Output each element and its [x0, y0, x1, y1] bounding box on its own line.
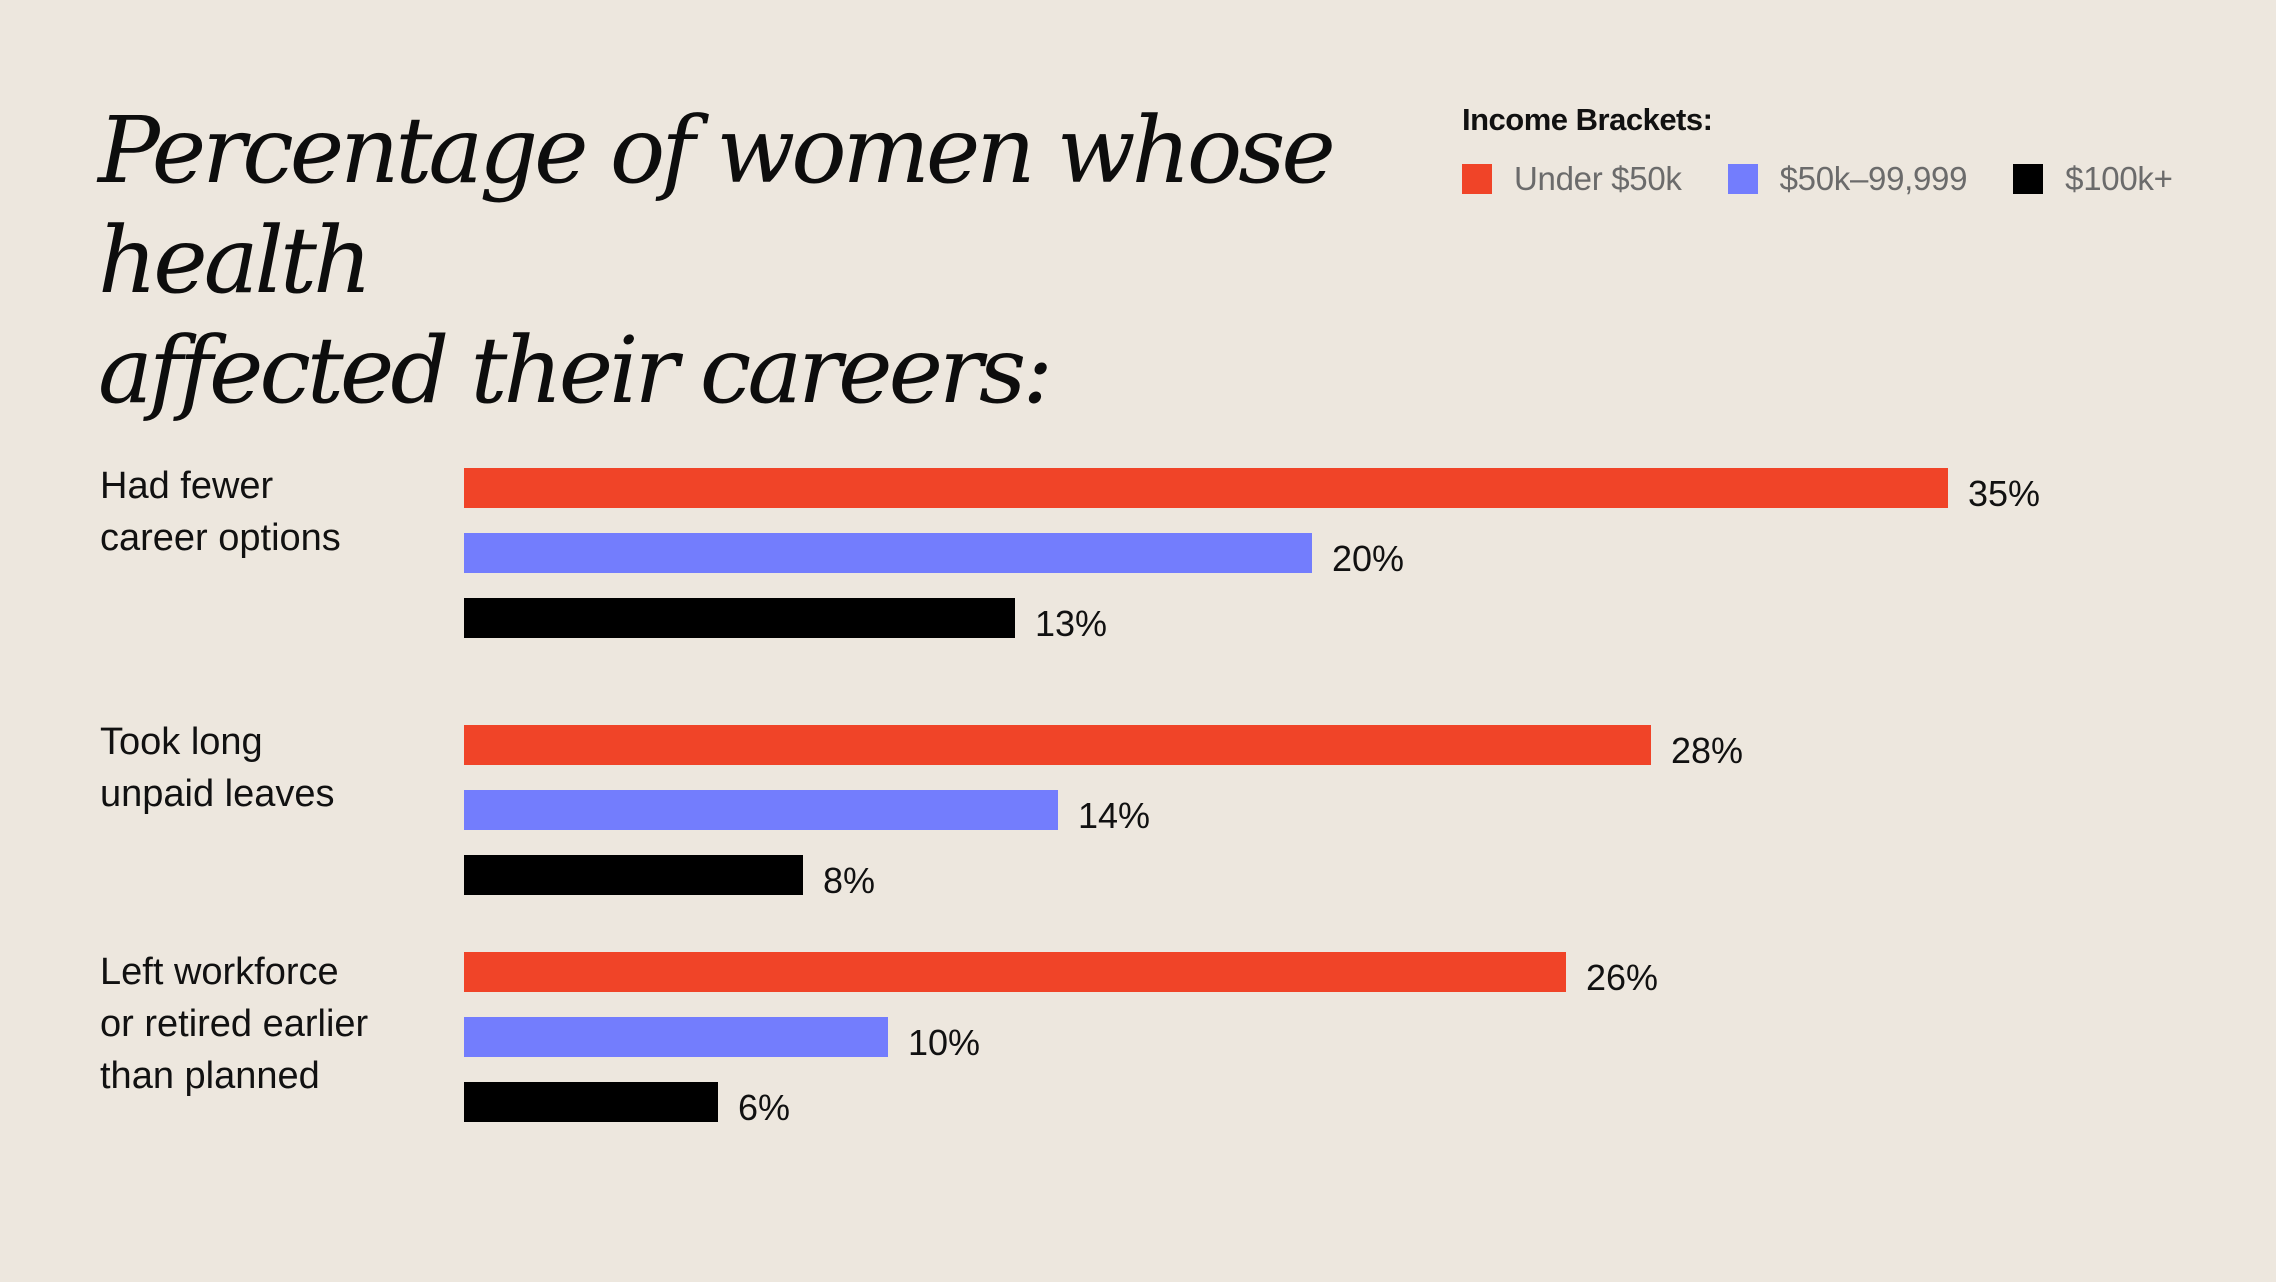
category-label-line: career options	[100, 517, 341, 559]
legend-swatch-50k-99999	[1727, 164, 1758, 194]
bar-left-workforce-or-retired-earlier-than-planned-50k-99-999	[464, 1017, 888, 1057]
category-label-line: or retired earlier	[100, 1003, 369, 1045]
category-label-line: unpaid leaves	[100, 773, 335, 815]
bar-had-fewer-career-options-50k-99-999	[464, 533, 1312, 573]
legend-items: Under $50k $50k–99,999 $100k+	[1462, 160, 2219, 198]
category-label-had-fewer-career-options: Had fewer career options	[100, 460, 460, 564]
category-label-line: Had fewer	[100, 465, 274, 507]
category-label-took-long-unpaid-leaves: Took long unpaid leaves	[100, 716, 460, 820]
category-label-line: than planned	[100, 1055, 320, 1097]
legend-swatch-under-50k	[1462, 164, 1492, 194]
bar-left-workforce-or-retired-earlier-than-planned-100k	[464, 1082, 718, 1122]
legend-item-under-50k: Under $50k	[1462, 160, 1682, 198]
value-label-had-fewer-career-options-under-50k: 35%	[1968, 473, 2041, 514]
value-label-had-fewer-career-options-50k-99-999: 20%	[1332, 538, 1405, 579]
bar-left-workforce-or-retired-earlier-than-planned-under-50k	[464, 952, 1566, 992]
value-label-left-workforce-or-retired-earlier-than-planned-under-50k: 26%	[1586, 957, 1659, 998]
legend-item-50k-99999: $50k–99,999	[1727, 160, 1968, 198]
legend-label-under-50k: Under $50k	[1514, 160, 1682, 197]
chart-title: Percentage of women whose health affecte…	[98, 96, 1398, 426]
value-label-took-long-unpaid-leaves-under-50k: 28%	[1671, 730, 1744, 771]
value-label-had-fewer-career-options-100k: 13%	[1035, 603, 1108, 644]
category-label-line: Took long	[100, 721, 263, 763]
value-label-took-long-unpaid-leaves-50k-99-999: 14%	[1078, 795, 1151, 836]
value-label-left-workforce-or-retired-earlier-than-planned-100k: 6%	[738, 1087, 791, 1128]
chart-title-line-1: Percentage of women whose health	[98, 97, 1336, 314]
bar-had-fewer-career-options-100k	[464, 598, 1015, 638]
bar-took-long-unpaid-leaves-under-50k	[464, 725, 1651, 765]
value-label-took-long-unpaid-leaves-100k: 8%	[823, 860, 876, 901]
bar-took-long-unpaid-leaves-50k-99-999	[464, 790, 1058, 830]
legend-label-100k-plus: $100k+	[2065, 160, 2173, 197]
category-label-line: Left workforce	[100, 951, 339, 993]
legend-title: Income Brackets:	[1462, 102, 1713, 137]
legend-item-100k-plus: $100k+	[2013, 160, 2173, 198]
legend-swatch-100k-plus	[2013, 164, 2044, 194]
bar-had-fewer-career-options-under-50k	[464, 468, 1948, 508]
legend: Income Brackets: Under $50k $50k–99,999 …	[1462, 102, 2219, 198]
value-label-left-workforce-or-retired-earlier-than-planned-50k-99-999: 10%	[908, 1022, 981, 1063]
bar-took-long-unpaid-leaves-100k	[464, 855, 803, 895]
chart-title-line-2: affected their careers:	[98, 317, 1053, 424]
legend-label-50k-99999: $50k–99,999	[1779, 160, 1968, 197]
category-label-left-workforce-or-retired-earlier-than-planned: Left workforce or retired earlier than pla…	[100, 946, 460, 1102]
